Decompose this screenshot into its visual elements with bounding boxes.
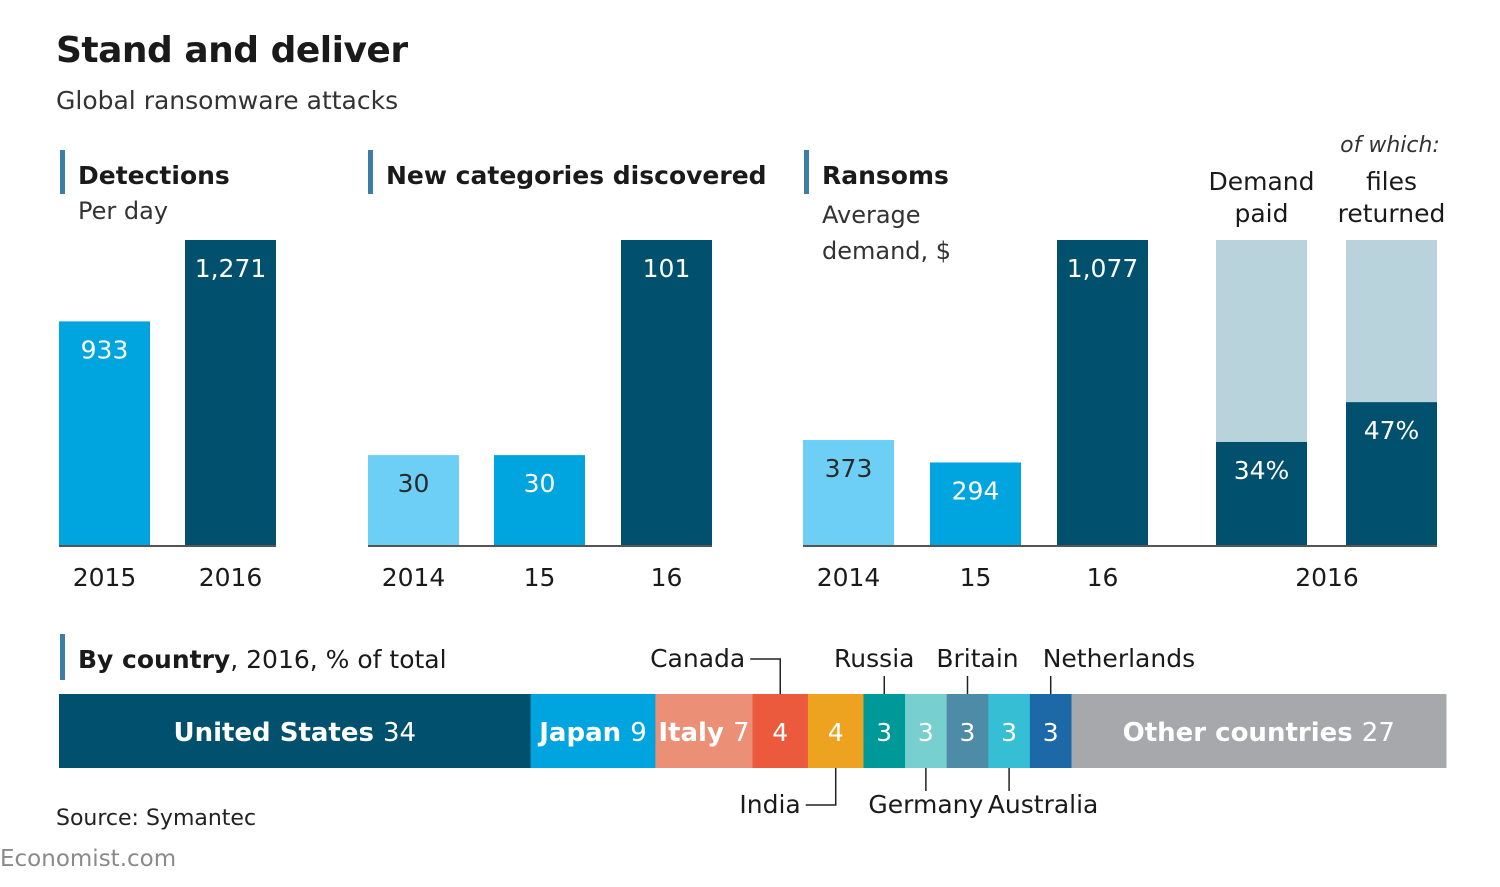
payment-series-name-line2: paid — [1234, 199, 1288, 228]
country-segment-label: Other countries 27 — [1123, 718, 1395, 748]
detections-value-label: 1,271 — [195, 254, 267, 283]
ransoms-bar — [930, 462, 1021, 546]
country-segment-label: 3 — [918, 718, 934, 747]
country-segment-label: 3 — [1001, 718, 1017, 747]
new-categories-bar — [621, 240, 712, 546]
payment-bar — [1346, 402, 1437, 546]
callout-canada-label: Canada — [650, 644, 745, 673]
by-country-marker — [60, 634, 65, 680]
country-segment — [655, 694, 753, 768]
by-country-title-bold: By country — [78, 645, 230, 674]
detections-subtitle: Per day — [78, 197, 168, 225]
payment-value-label: 34% — [1234, 456, 1290, 485]
ransoms-subtitle-line1: Average — [822, 201, 921, 229]
callout-australia-label: Australia — [988, 790, 1099, 819]
new-categories-value-label: 30 — [524, 469, 556, 498]
callout-russia-label: Russia — [834, 644, 914, 673]
country-segment — [59, 694, 532, 768]
new-categories-tick-label: 16 — [651, 563, 683, 592]
country-segment-label: 4 — [828, 718, 844, 747]
callout-germany-label: Germany — [868, 790, 983, 819]
callout-india-line — [805, 768, 837, 806]
new-categories-tick-label: 15 — [524, 563, 556, 592]
ransoms-title: Ransoms — [822, 161, 949, 190]
ransoms-bar — [1057, 240, 1148, 546]
payment-series-name-line1: files — [1366, 167, 1417, 196]
country-value: 9 — [630, 718, 647, 748]
new-categories-tick-label: 2014 — [382, 563, 446, 592]
country-segment — [946, 694, 989, 768]
country-value: 7 — [733, 718, 750, 748]
detections-value-label: 933 — [81, 335, 129, 364]
country-segment — [863, 694, 906, 768]
payment-series-name-line2: returned — [1338, 199, 1446, 228]
ransoms-marker — [804, 150, 809, 194]
callout-netherlands-label: Netherlands — [1043, 644, 1195, 673]
new-categories-title: New categories discovered — [386, 161, 767, 190]
ransoms-tick-label: 16 — [1087, 563, 1119, 592]
ransoms-value-label: 294 — [952, 476, 1000, 505]
country-name: Japan — [537, 718, 630, 748]
country-segment — [807, 694, 864, 768]
payment-series-name-line1: Demand — [1208, 167, 1314, 196]
country-value: 34 — [383, 718, 416, 748]
country-segment-label: 3 — [960, 718, 976, 747]
brand-logo-text: Economist.com — [0, 846, 177, 872]
detections-bar — [185, 240, 276, 546]
payment-value-label: 47% — [1364, 416, 1420, 445]
country-segment-label: Japan 9 — [537, 718, 646, 748]
ransoms-value-label: 1,077 — [1067, 254, 1139, 283]
country-segment — [988, 694, 1031, 768]
detections-tick-label: 2015 — [73, 563, 137, 592]
country-segment — [530, 694, 656, 768]
detections-tick-label: 2016 — [199, 563, 263, 592]
country-segment — [905, 694, 948, 768]
ransoms-subtitle-line2: demand, $ — [822, 237, 951, 265]
ransoms-tick-label: 15 — [960, 563, 992, 592]
by-country-title-rest: , 2016, % of total — [230, 645, 446, 674]
detections-marker — [60, 150, 65, 194]
callout-india-label: India — [739, 790, 800, 819]
country-segment — [1071, 694, 1447, 768]
page-subtitle: Global ransomware attacks — [56, 86, 399, 115]
new-categories-value-label: 30 — [398, 469, 430, 498]
detections-title: Detections — [78, 161, 230, 190]
detections-bar — [59, 321, 150, 546]
country-value: 27 — [1362, 718, 1395, 748]
by-country-title: By country, 2016, % of total — [78, 645, 447, 674]
payment-of-which-label: of which: — [1340, 133, 1440, 158]
country-name: United States — [173, 718, 383, 748]
country-segment — [752, 694, 809, 768]
new-categories-bar — [494, 455, 585, 546]
country-name: Italy — [658, 718, 733, 748]
source-note: Source: Symantec — [56, 806, 257, 831]
new-categories-value-label: 101 — [643, 254, 691, 283]
ransoms-bar — [803, 440, 894, 546]
ransoms-tick-label: 2014 — [817, 563, 881, 592]
callout-canada-line — [750, 658, 781, 694]
country-segment-label: 3 — [1043, 718, 1059, 747]
country-segment-label: 3 — [876, 718, 892, 747]
new-categories-bar — [368, 455, 459, 546]
payment-bar — [1216, 441, 1307, 546]
country-segment-label: Italy 7 — [658, 718, 749, 748]
country-segment-label: United States 34 — [173, 718, 416, 748]
country-segment-label: 4 — [772, 718, 788, 747]
new-categories-marker — [368, 150, 373, 194]
page-title: Stand and deliver — [56, 30, 408, 71]
country-segment — [1029, 694, 1073, 768]
country-name: Other countries — [1123, 718, 1362, 748]
payment-tick-label: 2016 — [1295, 563, 1359, 592]
callout-britain-label: Britain — [936, 644, 1018, 673]
ransoms-value-label: 373 — [825, 454, 873, 483]
